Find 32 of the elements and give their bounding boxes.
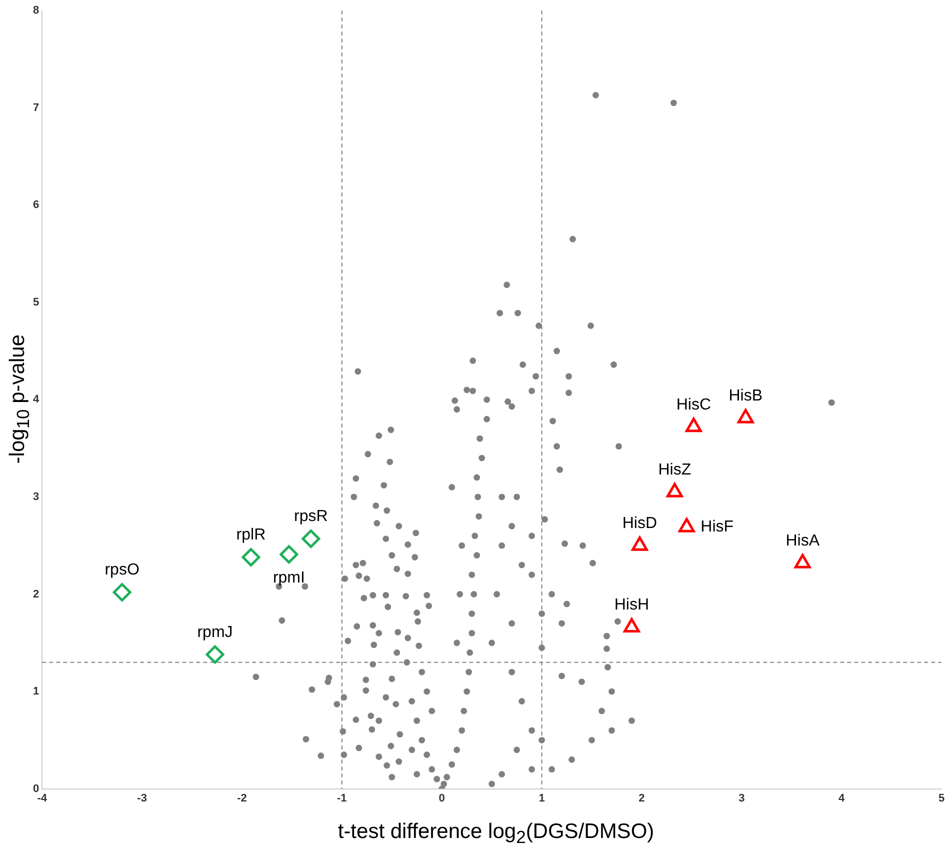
x-tick-label: 4 <box>838 792 846 804</box>
x-tick-label: -3 <box>137 792 147 804</box>
annotation: rpsR <box>294 508 328 526</box>
y-tick-label: 3 <box>32 490 40 503</box>
y-tick-label: 4 <box>32 394 40 406</box>
x-tick-label: -4 <box>37 792 48 804</box>
annotation: rpmJ <box>197 624 233 641</box>
annotation: HisB <box>728 388 763 405</box>
x-tick-label: 2 <box>638 792 645 804</box>
y-tick-label: 0 <box>32 782 40 795</box>
annotation: HisH <box>614 596 650 614</box>
annotation: rpsO <box>104 562 140 579</box>
x-axis-title: t-test difference log$_{2}$(DGS/DMSO) <box>336 820 656 848</box>
annotation: HisC <box>676 396 712 414</box>
y-tick-label: 5 <box>32 296 40 308</box>
y-tick-label: 7 <box>32 102 40 114</box>
annotation: rpmI <box>272 570 305 587</box>
x-tick-label: 1 <box>538 792 545 804</box>
y-tick-label: 2 <box>32 588 40 600</box>
y-tick-label: 8 <box>32 4 40 17</box>
y-tick-label: 6 <box>32 199 40 212</box>
annotation: HisF <box>700 518 734 536</box>
x-tick-label: 5 <box>938 792 945 804</box>
annotation: HisD <box>622 514 658 532</box>
x-tick-label: 3 <box>738 792 745 804</box>
x-tick-label: -2 <box>237 792 247 804</box>
annotation: HisA <box>786 532 820 550</box>
annotation: HisZ <box>658 461 692 478</box>
annotation: rplR <box>236 526 266 544</box>
y-tick-label: 1 <box>32 686 40 698</box>
x-tick-label: -1 <box>337 792 347 804</box>
x-tick-label: 0 <box>438 792 445 804</box>
